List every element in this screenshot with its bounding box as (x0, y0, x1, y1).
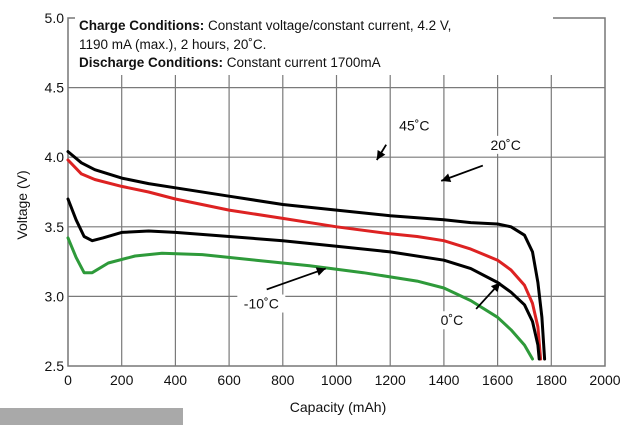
x-tick-label: 600 (217, 372, 241, 388)
annotation-arrowhead (441, 173, 452, 182)
x-axis-label: Capacity (mAh) (290, 399, 386, 415)
x-tick-label: 2000 (589, 372, 620, 388)
x-tick-label: 0 (64, 372, 72, 388)
x-tick-label: 1200 (375, 372, 406, 388)
y-tick-label: 3.5 (45, 219, 65, 235)
y-tick-labels: 2.5 3.0 3.5 4.0 4.5 5.0 (45, 10, 65, 374)
x-tick-label: 400 (164, 372, 188, 388)
x-tick-labels: 0 200 400 600 800 1000 1200 1400 1600 1800 2000 (64, 372, 621, 388)
x-tick-label: 1000 (321, 372, 352, 388)
y-tick-label: 4.5 (45, 80, 65, 96)
annotation-arrowhead (490, 282, 501, 293)
annotation-label: 20˚C (490, 137, 520, 153)
annotation-label: 0˚C (441, 312, 464, 328)
x-tick-label: 800 (271, 372, 295, 388)
annotation-label-bg (435, 311, 468, 330)
annotation-arrowhead (315, 267, 326, 276)
series-layer (66, 150, 547, 361)
annotation-layer: 45˚C 20˚C 0˚C -10˚C (237, 116, 526, 330)
charge-conditions-title: Charge Conditions: (79, 18, 205, 33)
annotation-arrowhead (376, 149, 386, 160)
x-tick-label: 1600 (482, 372, 513, 388)
discharge-conditions-title: Discharge Conditions: (79, 55, 224, 70)
y-tick-label: 5.0 (45, 10, 65, 26)
annotation-arrow (266, 267, 327, 291)
charge-conditions-line1: Charge Conditions: Constant voltage/cons… (79, 17, 549, 36)
series-line--10C (66, 236, 534, 361)
y-axis-label: Voltage (V) (14, 170, 30, 239)
annotation-label-bg (394, 116, 435, 135)
discharge-conditions-line: Discharge Conditions: Constant current 1… (79, 54, 549, 73)
conditions-box: Charge Conditions: Constant voltage/cons… (75, 15, 553, 75)
discharge-conditions-text: Constant current 1700mA (223, 55, 381, 70)
annotation-label-bg (485, 135, 526, 154)
y-tick-label: 4.0 (45, 149, 65, 165)
x-tick-label: 1400 (428, 372, 459, 388)
y-tick-label: 3.0 (45, 288, 65, 304)
x-tick-label: 200 (110, 372, 134, 388)
grey-strip (0, 408, 183, 425)
series-line-45C (66, 150, 547, 361)
x-tick-label: 1800 (536, 372, 567, 388)
charge-conditions-line2: 1190 mA (max.), 2 hours, 20˚C. (79, 36, 267, 52)
y-tick-label: 2.5 (45, 358, 65, 374)
series-line-0C (66, 197, 541, 361)
annotation-label: -10˚C (244, 296, 279, 312)
series-line-20C (66, 158, 543, 361)
charge-conditions-text: Constant voltage/constant current, 4.2 V… (204, 18, 452, 33)
chart-grid (68, 18, 605, 366)
annotation-label: 45˚C (399, 117, 429, 133)
annotation-label-bg (237, 294, 286, 313)
